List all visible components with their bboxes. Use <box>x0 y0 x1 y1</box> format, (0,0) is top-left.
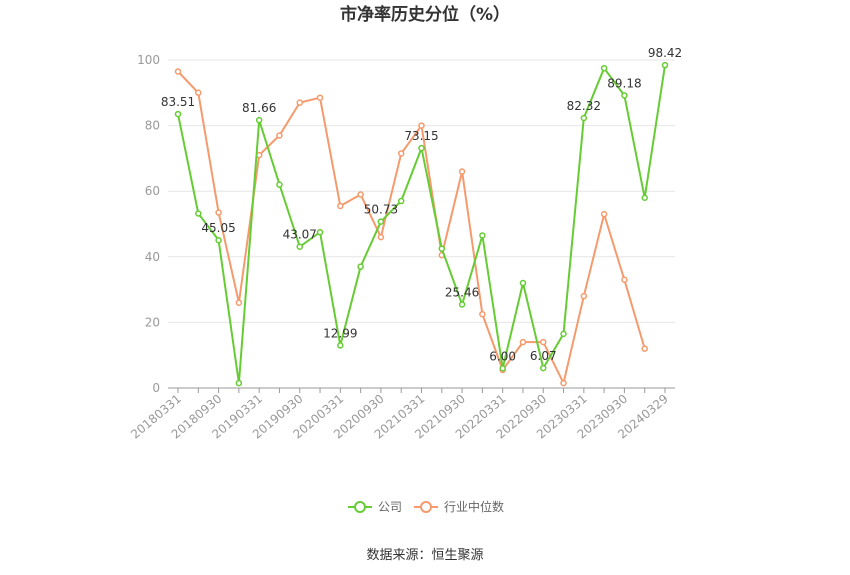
data-label: 98.42 <box>648 46 682 60</box>
data-label: 45.05 <box>201 221 235 235</box>
y-tick-label: 60 <box>145 184 160 198</box>
data-point[interactable] <box>540 338 547 346</box>
data-label: 12.99 <box>323 326 357 340</box>
data-point[interactable] <box>458 168 466 175</box>
data-point[interactable] <box>458 301 466 308</box>
data-point[interactable] <box>255 116 263 124</box>
data-label: 25.46 <box>445 285 479 299</box>
data-point[interactable] <box>641 345 648 352</box>
data-point[interactable] <box>377 233 385 241</box>
data-label: 83.51 <box>161 95 195 109</box>
data-source: 数据来源：恒生聚源 <box>366 548 483 563</box>
data-point[interactable] <box>235 379 243 387</box>
data-label: 82.32 <box>567 99 601 113</box>
data-point[interactable] <box>479 232 486 239</box>
data-labels: 83.51 45.05 81.66 43.07 12.99 50.73 73.15 25.46… <box>161 46 682 363</box>
legend-item-industry[interactable]: 行业中位数 <box>414 499 504 514</box>
y-tick-label: 100 <box>137 53 160 67</box>
data-label: 81.66 <box>242 101 276 115</box>
data-point[interactable] <box>377 218 385 225</box>
data-point[interactable] <box>195 210 202 217</box>
data-point[interactable] <box>621 276 628 284</box>
data-point[interactable] <box>357 263 364 270</box>
y-tick-label: 80 <box>145 119 160 133</box>
legend-company-marker <box>354 501 366 513</box>
x-axis: 2018033120180930201903312019093020200331… <box>128 387 675 442</box>
data-label: 89.18 <box>607 76 641 90</box>
data-point[interactable] <box>316 228 324 236</box>
data-label: 6.00 <box>489 349 516 363</box>
data-point[interactable] <box>499 365 506 372</box>
data-label: 43.07 <box>283 228 317 242</box>
legend-item-company[interactable]: 公司 <box>348 500 402 514</box>
y-tick-label: 0 <box>152 381 160 395</box>
data-point[interactable] <box>438 245 446 252</box>
chart-title: 市净率历史分位（%） <box>340 4 510 25</box>
legend-company-label: 公司 <box>378 500 402 514</box>
y-axis: 0 20 40 60 80 100 <box>137 53 160 395</box>
data-point[interactable] <box>215 209 222 216</box>
y-tick-label: 20 <box>145 315 160 329</box>
data-point[interactable] <box>580 114 588 122</box>
data-point[interactable] <box>337 342 344 349</box>
data-point[interactable] <box>357 191 364 198</box>
data-point[interactable] <box>479 310 486 318</box>
legend: 公司 行业中位数 <box>348 499 504 514</box>
data-label: 73.15 <box>404 129 438 143</box>
series-line <box>177 70 646 387</box>
y-tick-label: 40 <box>145 250 160 264</box>
data-point[interactable] <box>174 110 182 118</box>
data-label: 6.07 <box>530 349 557 363</box>
data-point[interactable] <box>276 132 283 139</box>
data-point[interactable] <box>296 99 303 106</box>
data-point[interactable] <box>296 243 303 250</box>
data-point[interactable] <box>519 279 527 287</box>
data-point[interactable] <box>580 292 588 300</box>
series-industry-median <box>174 68 648 387</box>
data-point[interactable] <box>397 150 405 157</box>
series-layer <box>174 61 669 387</box>
data-label: 50.73 <box>364 203 398 217</box>
data-point[interactable] <box>316 94 324 101</box>
data-point[interactable] <box>418 144 425 152</box>
data-point[interactable] <box>235 299 243 306</box>
data-point[interactable] <box>540 364 547 372</box>
data-point[interactable] <box>174 68 182 75</box>
data-point[interactable] <box>600 210 608 218</box>
data-point[interactable] <box>215 236 222 244</box>
data-point[interactable] <box>337 202 344 210</box>
data-point[interactable] <box>600 64 608 72</box>
data-point[interactable] <box>621 92 628 99</box>
data-point[interactable] <box>560 330 567 338</box>
data-point[interactable] <box>397 197 405 205</box>
data-point[interactable] <box>661 61 669 69</box>
data-point[interactable] <box>641 194 648 202</box>
data-point[interactable] <box>418 122 425 129</box>
data-point[interactable] <box>560 379 567 387</box>
series-company <box>174 61 669 387</box>
data-point[interactable] <box>276 181 283 188</box>
data-point[interactable] <box>519 338 527 346</box>
legend-industry-marker <box>420 501 432 513</box>
legend-industry-label: 行业中位数 <box>444 499 504 514</box>
data-point[interactable] <box>195 89 202 97</box>
